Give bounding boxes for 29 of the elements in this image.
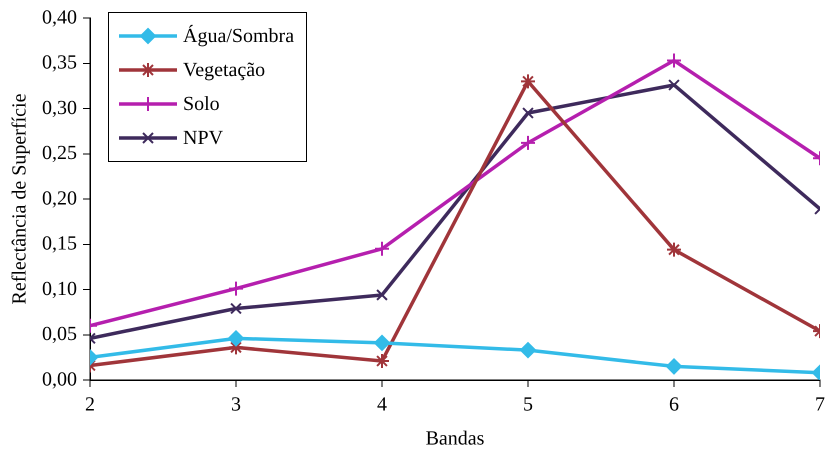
point: [374, 240, 390, 257]
legend-label: NPV: [183, 126, 224, 150]
y-tick-label: 0,35: [42, 52, 77, 74]
point: [376, 288, 388, 301]
point: [374, 352, 390, 369]
y-tick-label: 0,00: [42, 368, 77, 390]
point: [522, 107, 534, 119]
y-tick-label: 0,40: [42, 6, 77, 28]
x-tick-label: 6: [669, 393, 679, 416]
legend-label: Água/Sombra: [183, 24, 294, 48]
y-tick-label: 0,20: [42, 187, 77, 210]
legend-label: Solo: [183, 92, 220, 116]
point: [374, 334, 390, 351]
x-tick-label: 3: [231, 393, 241, 416]
x-tick-label: 2: [85, 393, 95, 416]
point: [520, 134, 536, 151]
x-tick-label: 4: [377, 393, 387, 416]
x-axis-title: Bandas: [426, 427, 485, 450]
legend-label: Vegetação: [183, 58, 266, 82]
y-tick-label: 0,15: [42, 232, 77, 254]
y-axis-title: Reflectância de Superfície: [8, 93, 30, 304]
y-tick-label: 0,25: [42, 142, 77, 164]
x-tick-label: 5: [523, 393, 533, 416]
x-tick-label: 7: [815, 393, 825, 416]
y-tick-label: 0,30: [42, 96, 77, 119]
point: [520, 73, 536, 90]
y-tick-label: 0,10: [42, 278, 77, 300]
y-tick-label: 0,05: [42, 323, 77, 345]
point: [520, 342, 536, 358]
